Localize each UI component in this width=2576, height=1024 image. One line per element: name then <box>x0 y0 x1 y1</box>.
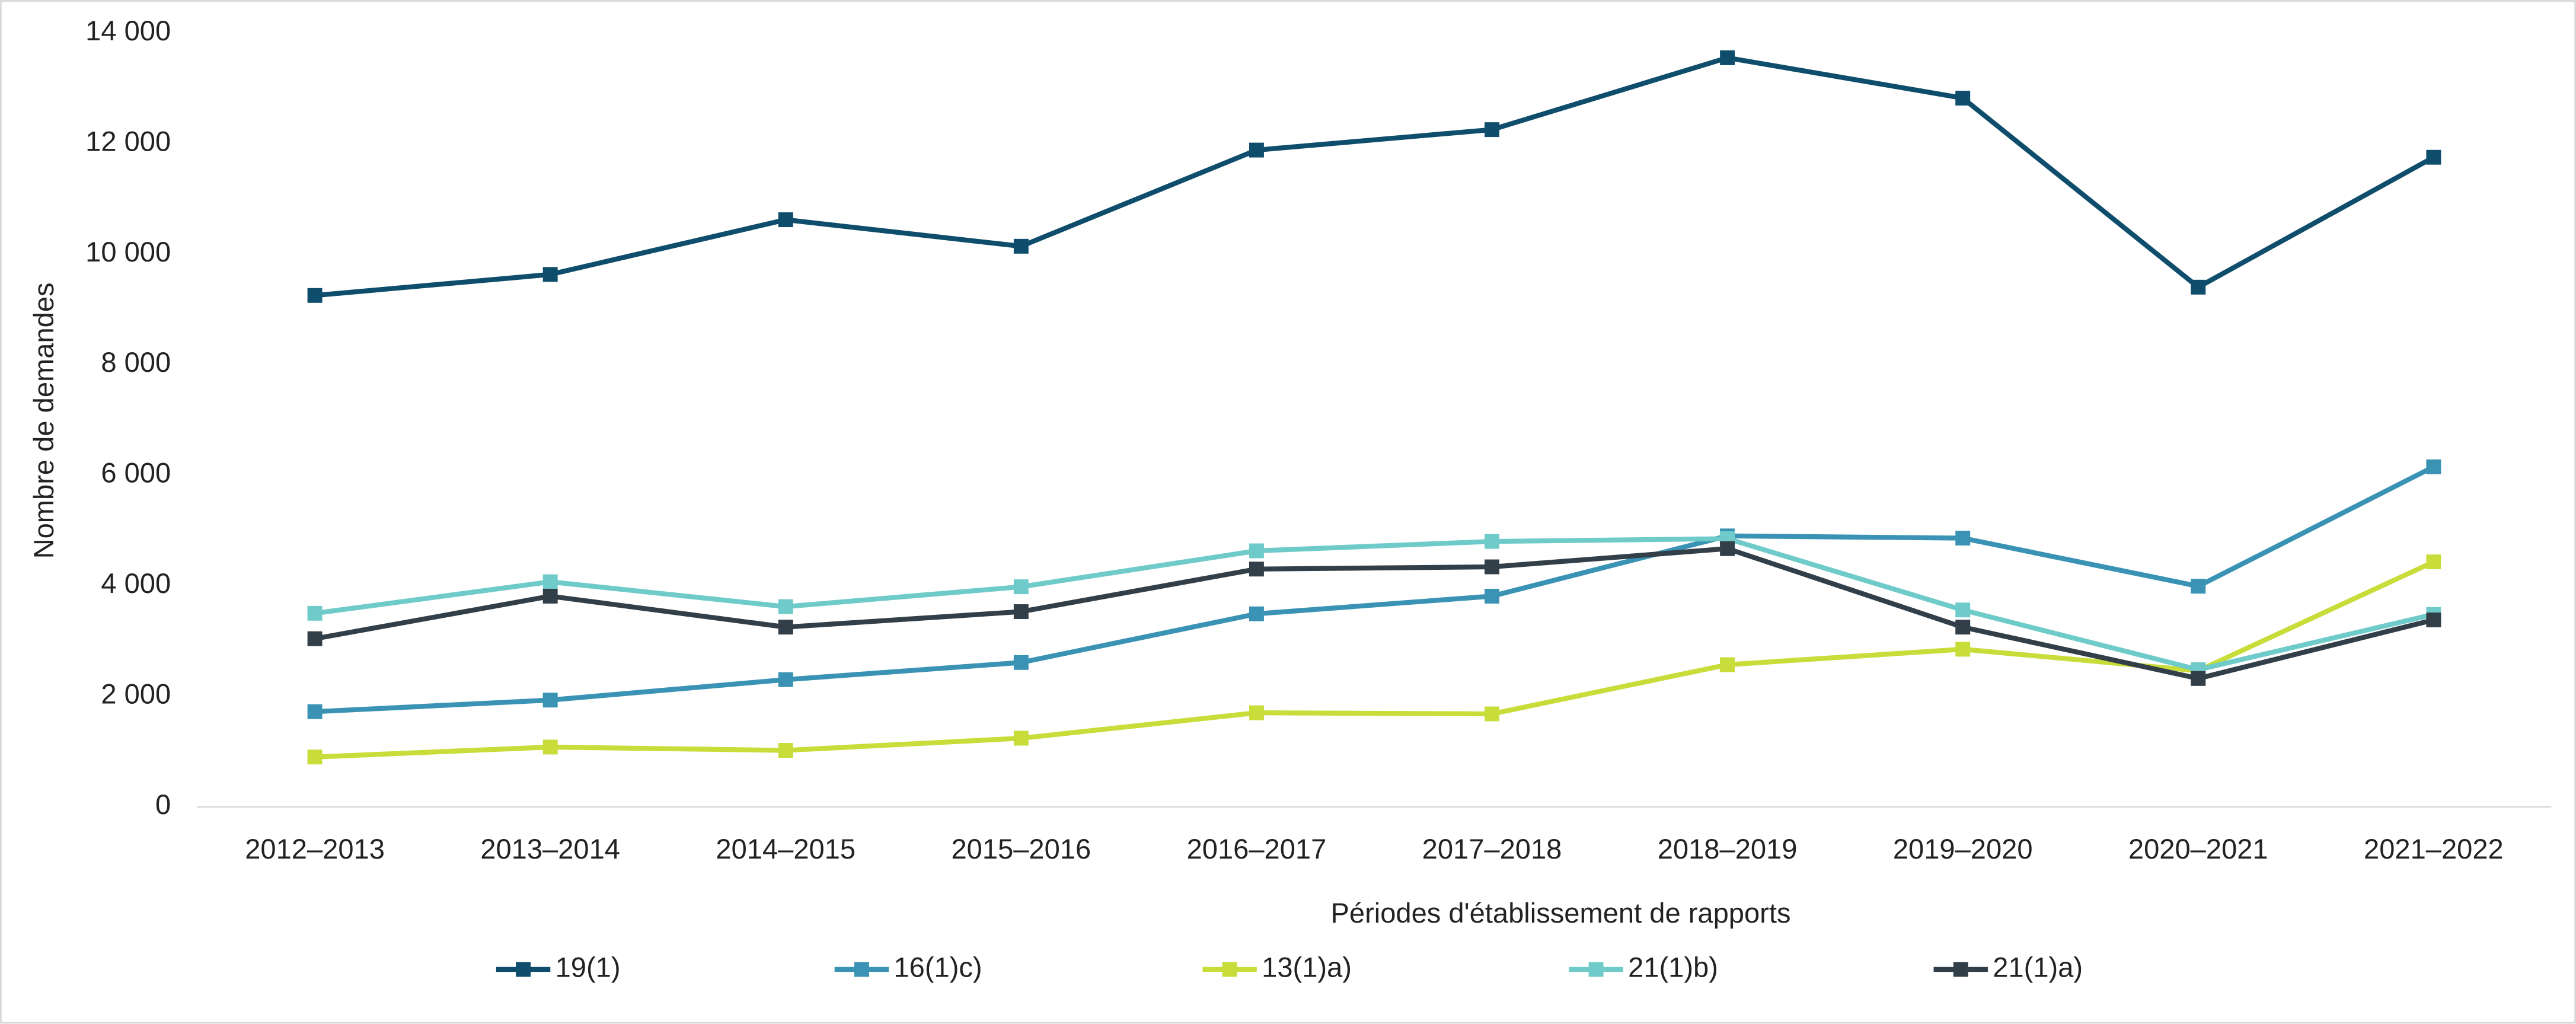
series-marker <box>542 267 558 282</box>
series-marker <box>1249 543 1264 559</box>
series-marker <box>1955 90 1971 106</box>
legend-label: 21(1)a) <box>1993 951 2083 982</box>
series-marker <box>1249 562 1264 577</box>
series-marker <box>1485 122 1499 138</box>
x-tick-label: 2014–2015 <box>716 833 856 865</box>
x-tick-label: 2013–2014 <box>480 833 620 865</box>
series-marker <box>1955 602 1971 618</box>
series-marker <box>542 693 558 708</box>
y-tick-label: 4 000 <box>101 567 171 599</box>
series-marker <box>307 749 323 765</box>
y-tick-label: 12 000 <box>85 125 171 157</box>
x-tick-label: 2017–2018 <box>1422 833 1562 865</box>
series-marker <box>2426 613 2441 627</box>
y-tick-label: 8 000 <box>101 346 171 378</box>
y-tick-label: 6 000 <box>101 457 171 489</box>
legend-label: 13(1)a) <box>1262 951 1352 982</box>
series-marker <box>2191 671 2206 686</box>
series-marker <box>2191 579 2206 594</box>
y-axis-title: Nombre de demandes <box>28 282 59 559</box>
series-line <box>314 464 2435 714</box>
series-marker <box>542 739 558 755</box>
legend-marker <box>1588 962 1604 977</box>
series-marker <box>778 743 793 758</box>
series-marker <box>1485 534 1499 549</box>
x-tick-label: 2018–2019 <box>1658 833 1798 865</box>
legend-marker <box>854 962 869 977</box>
series-marker <box>1720 50 1735 65</box>
series-marker <box>778 599 793 614</box>
x-tick-label: 2021–2022 <box>2364 833 2504 865</box>
x-axis-title: Périodes d'établissement de rapports <box>1330 897 1790 929</box>
series-marker <box>542 574 558 589</box>
legend-marker <box>516 962 531 977</box>
series-marker <box>1249 142 1264 158</box>
series-marker <box>1249 705 1264 720</box>
series-marker <box>2426 554 2441 570</box>
y-tick-label: 0 <box>155 789 171 820</box>
series-marker <box>778 212 793 228</box>
series-marker <box>2191 279 2206 295</box>
series-marker <box>1955 531 1971 546</box>
series-marker <box>1013 238 1029 254</box>
series-marker <box>1249 606 1264 621</box>
series-marker <box>1013 655 1029 670</box>
series-marker <box>1720 541 1735 556</box>
legend-marker <box>1222 962 1237 977</box>
series-marker <box>307 605 323 621</box>
series-marker <box>1013 579 1029 595</box>
x-tick-label: 2019–2020 <box>1893 833 2033 865</box>
x-tick-label: 2012–2013 <box>245 833 385 865</box>
legend-label: 19(1) <box>556 951 621 982</box>
series-marker <box>307 631 323 646</box>
series-line <box>314 536 2434 672</box>
y-tick-label: 10 000 <box>85 236 171 267</box>
series-line <box>314 546 2434 681</box>
series-marker <box>307 704 323 719</box>
legend-label: 21(1)b) <box>1628 951 1718 982</box>
series-marker <box>1720 657 1735 672</box>
series-marker <box>1485 706 1499 722</box>
series-marker <box>1955 620 1971 635</box>
series-marker <box>1955 642 1971 657</box>
series-marker <box>307 288 323 303</box>
x-tick-label: 2020–2021 <box>2128 833 2268 865</box>
series-marker <box>2426 459 2441 474</box>
series-marker <box>778 672 793 687</box>
legend-marker <box>1953 962 1968 977</box>
series-marker <box>2426 149 2441 165</box>
x-tick-label: 2016–2017 <box>1187 833 1327 865</box>
x-tick-label: 2015–2016 <box>951 833 1091 865</box>
series-marker <box>1485 588 1499 604</box>
y-tick-label: 2 000 <box>101 678 171 710</box>
series-line <box>314 559 2435 760</box>
series-marker <box>778 620 793 635</box>
series-marker <box>1013 730 1029 746</box>
series-marker <box>1013 604 1029 620</box>
legend-label: 16(1)c) <box>893 951 982 982</box>
series-line <box>314 55 2435 298</box>
y-tick-label: 14 000 <box>85 15 171 46</box>
series-marker <box>542 588 558 604</box>
series-marker <box>1485 559 1499 575</box>
